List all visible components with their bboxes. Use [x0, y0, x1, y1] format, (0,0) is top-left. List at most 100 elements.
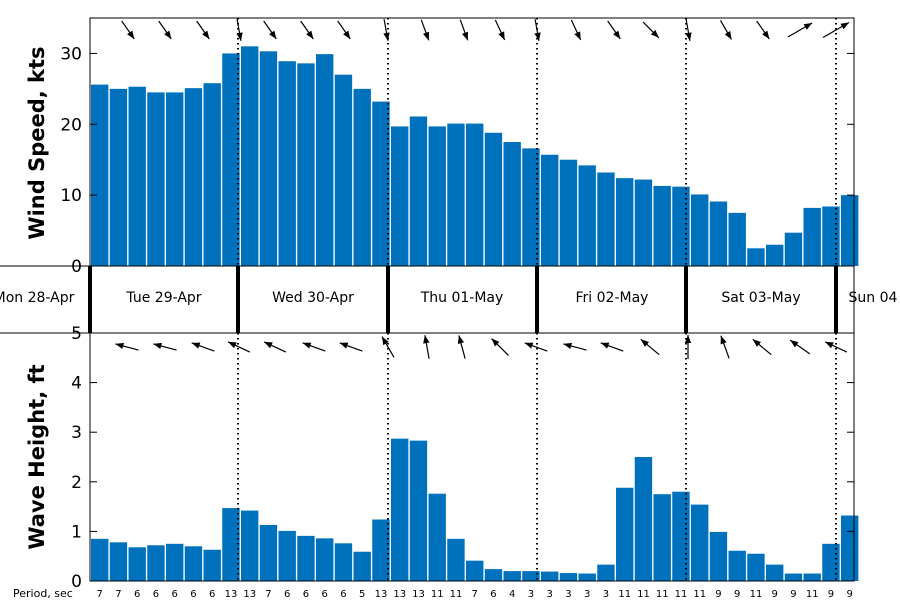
wind-bar: [728, 212, 746, 266]
period-value: 9: [734, 589, 740, 600]
wind-bar: [184, 88, 203, 266]
wind-direction-arrow-head: [462, 31, 469, 41]
wave-bar: [841, 515, 859, 581]
wave-bar: [203, 549, 221, 581]
period-value: 9: [790, 589, 796, 600]
wave-direction-arrow: [491, 338, 509, 356]
wind-direction-arrow-head: [423, 31, 430, 41]
period-value: 13: [225, 589, 238, 600]
wind-direction-arrow: [337, 20, 351, 40]
period-value: 11: [618, 589, 631, 600]
wind-direction-arrow: [263, 20, 277, 40]
wave-bar: [597, 564, 615, 581]
wind-direction-arrow-head: [685, 32, 692, 41]
wind-direction-arrow-head: [498, 31, 505, 40]
wind-direction-arrow-head: [574, 31, 581, 40]
day-label: Sun 04: [849, 290, 898, 306]
wave-direction-arrow: [153, 342, 177, 351]
period-value: 11: [450, 589, 463, 600]
wave-direction-arrow: [423, 335, 430, 359]
period-value: 11: [431, 589, 444, 600]
period-value: 6: [190, 589, 196, 600]
wind-direction-arrow-head: [127, 30, 135, 40]
wind-bar: [503, 142, 521, 266]
wind-bar: [409, 116, 428, 267]
wind-direction-arrow-head: [202, 30, 210, 40]
wave-bar: [672, 491, 690, 581]
wave-direction-arrow: [563, 342, 587, 351]
wind-direction-arrow-head: [840, 22, 849, 30]
wind-bar: [203, 83, 221, 266]
wind-direction-arrow: [719, 20, 733, 40]
wind-bar: [691, 194, 709, 266]
period-value: 3: [584, 589, 590, 600]
wave-bar: [747, 553, 765, 581]
wave-direction-arrow: [752, 338, 772, 356]
wind-direction-arrow-head: [762, 30, 770, 40]
day-label: Sat 03-May: [721, 290, 800, 306]
wave-direction-arrow-head: [228, 341, 237, 349]
wave-y-axis-label: Wave Height, ft: [25, 364, 49, 549]
wave-bar: [259, 524, 278, 581]
wave-direction-arrow: [339, 342, 363, 352]
wave-direction-arrow-head: [153, 342, 162, 350]
wave-bar: [372, 519, 390, 581]
wave-bar: [447, 538, 465, 581]
wave-direction-arrow: [640, 338, 660, 356]
wave-y-tick-label: 0: [71, 572, 82, 592]
wind-direction-arrow-head: [306, 30, 314, 40]
wind-direction-arrow: [570, 19, 582, 41]
wave-bar: [91, 538, 109, 581]
wind-bar: [297, 63, 315, 266]
wave-direction-arrow: [191, 342, 215, 352]
period-value: 4: [509, 589, 515, 600]
day-label: Fri 02-May: [576, 290, 649, 306]
wind-bar: [372, 101, 390, 267]
period-value: 9: [847, 589, 853, 600]
wave-direction-arrow-head: [423, 335, 430, 344]
period-value: 6: [153, 589, 159, 600]
wind-direction-arrow: [822, 21, 850, 39]
wind-bar: [578, 165, 596, 266]
wave-direction-arrow-head: [720, 335, 727, 345]
wind-direction-arrow: [383, 19, 390, 41]
wave-bar: [803, 573, 821, 581]
period-value: 6: [134, 589, 140, 600]
wind-direction-arrow: [158, 20, 172, 40]
wave-bar: [522, 571, 540, 581]
wave-direction-arrow-head: [382, 336, 389, 346]
wind-direction-arrow-head: [724, 30, 732, 40]
wave-bar: [784, 573, 803, 581]
period-value: 3: [603, 589, 609, 600]
wave-direction-arrow-head: [825, 341, 834, 349]
wind-direction-arrow-head: [236, 32, 243, 41]
period-value: 11: [637, 589, 650, 600]
wind-speed-panel: 0 10 20 30: [60, 17, 859, 277]
wave-direction-arrow-head: [790, 340, 799, 348]
period-value: 6: [340, 589, 346, 600]
wind-bar: [109, 88, 128, 266]
wave-direction-arrow: [824, 341, 848, 353]
period-value: 9: [828, 589, 834, 600]
wave-bar: [766, 564, 784, 581]
wind-direction-arrow-head: [343, 30, 351, 40]
wind-bar: [91, 84, 109, 266]
wind-direction-arrow-head: [269, 30, 277, 40]
wind-bar: [634, 179, 653, 266]
period-value: 6: [172, 589, 178, 600]
wind-bar: [597, 172, 615, 266]
wind-direction-arrow: [196, 20, 210, 40]
period-value: 11: [656, 589, 669, 600]
wave-direction-arrow: [302, 342, 326, 352]
wave-bar: [109, 542, 128, 581]
wind-bar: [428, 126, 446, 266]
period-value: 3: [565, 589, 571, 600]
wind-bar: [653, 185, 671, 266]
wave-bar: [503, 571, 521, 581]
wave-direction-arrow-head: [115, 342, 124, 350]
wave-direction-arrow-head: [684, 335, 692, 343]
wind-direction-arrow: [236, 19, 243, 41]
wave-bar: [578, 573, 596, 581]
wind-bar: [466, 123, 484, 266]
